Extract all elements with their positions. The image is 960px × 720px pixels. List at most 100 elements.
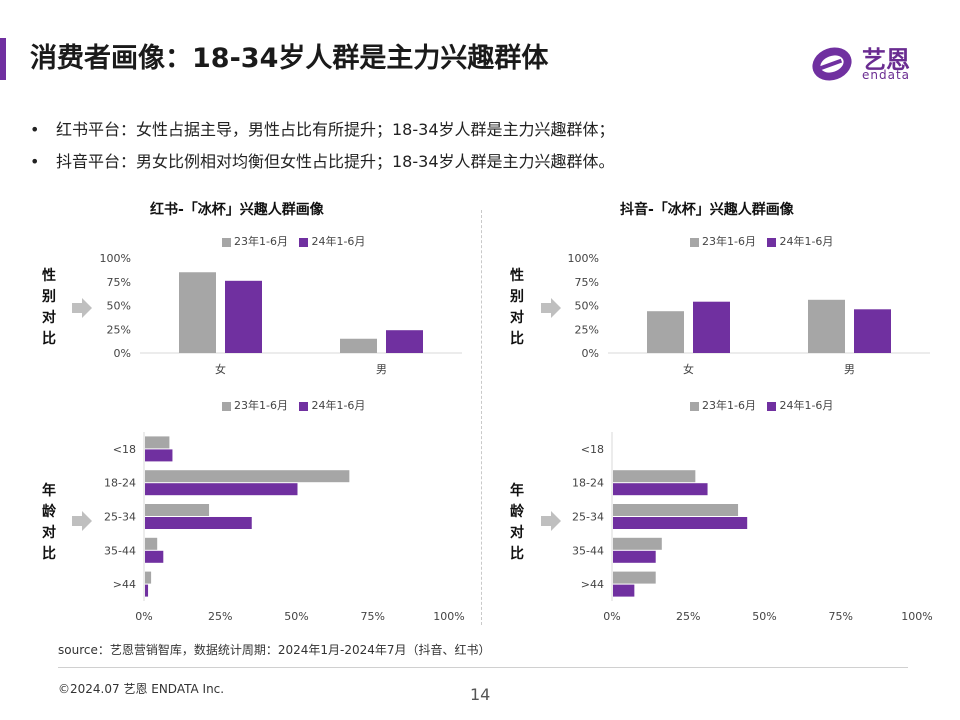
bar-25-34-24 <box>613 517 748 529</box>
bar->44-24 <box>613 584 635 597</box>
age-compare-label-right: 年龄对比 <box>510 483 524 562</box>
y-tick-label: 0% <box>114 347 131 360</box>
bar-25-34-24 <box>145 517 252 529</box>
gender-compare-label-left: 性别对比 <box>42 268 56 347</box>
age-compare-label-left: 年龄对比 <box>42 483 56 562</box>
legend-item-23: 23年1-6月 <box>690 399 756 412</box>
x-tick-label: 100% <box>433 610 464 623</box>
bullet-item: • 抖音平台：男女比例相对均衡但女性占比提升；18-34岁人群是主力兴趣群体。 <box>30 152 615 171</box>
y-tick-label: 75% <box>107 276 131 289</box>
bar-18-24-24 <box>613 483 708 496</box>
bullet-item: • 红书平台：女性占据主导，男性占比有所提升；18-34岁人群是主力兴趣群体； <box>30 120 615 139</box>
column-divider <box>481 210 482 625</box>
x-tick-label: 75% <box>361 610 385 623</box>
bar-35-44-24 <box>613 550 656 563</box>
legend-dy-age: 23年1-6月 24年1-6月 <box>690 397 841 413</box>
category-label: 男 <box>844 363 855 376</box>
category-label: 35-44 <box>572 544 604 557</box>
x-tick-label: 100% <box>901 610 932 623</box>
bar-25-34-23 <box>145 504 210 516</box>
y-tick-label: 0% <box>582 347 599 360</box>
legend-item-23: 23年1-6月 <box>690 235 756 248</box>
category-label: <18 <box>113 443 136 456</box>
bar-35-44-24 <box>145 550 164 563</box>
bar-女-23 <box>179 272 216 353</box>
source-note: source：艺恩营销智库，数据统计周期：2024年1月-2024年7月（抖音、… <box>58 643 491 657</box>
category-label: >44 <box>113 578 136 591</box>
x-tick-label: 50% <box>752 610 776 623</box>
legend-swatch-24 <box>299 237 309 247</box>
copyright: ©2024.07 艺恩 ENDATA Inc. <box>58 682 225 696</box>
category-label: 35-44 <box>104 544 136 557</box>
category-label: 女 <box>683 362 694 376</box>
legend-item-23: 23年1-6月 <box>222 399 288 412</box>
legend-swatch-24 <box>299 401 309 411</box>
summary-bullets: • 红书平台：女性占据主导，男性占比有所提升；18-34岁人群是主力兴趣群体； •… <box>30 116 615 180</box>
bar->44-23 <box>613 571 656 584</box>
bar-女-23 <box>647 311 684 353</box>
category-label: 25-34 <box>104 511 136 524</box>
legend-swatch-23 <box>690 237 699 247</box>
chart-title-xhs: 红书-「冰杯」兴趣人群画像 <box>150 202 324 218</box>
bar-<18-23 <box>145 436 170 449</box>
legend-swatch-23 <box>222 237 231 247</box>
bar-25-34-23 <box>613 504 739 516</box>
page-number: 14 <box>470 685 491 704</box>
endata-logo: 艺恩 endata <box>810 38 930 86</box>
x-tick-label: 25% <box>676 610 700 623</box>
bar->44-23 <box>145 571 152 584</box>
x-tick-label: 50% <box>284 610 308 623</box>
x-tick-label: 0% <box>603 610 620 623</box>
legend-swatch-24 <box>767 237 777 247</box>
category-label: 男 <box>376 363 387 376</box>
legend-dy-gender: 23年1-6月 24年1-6月 <box>690 233 841 249</box>
bar-<18-24 <box>145 449 173 462</box>
legend-swatch-24 <box>767 401 777 411</box>
gender-compare-label-right: 性别对比 <box>510 268 524 347</box>
legend-xhs-gender: 23年1-6月 24年1-6月 <box>222 233 373 249</box>
page-title: 消费者画像：18-34岁人群是主力兴趣群体 <box>30 43 549 74</box>
bar-35-44-23 <box>145 537 158 550</box>
x-tick-label: 0% <box>135 610 152 623</box>
bar-18-24-24 <box>145 483 298 496</box>
bullet-dot-icon: • <box>30 152 40 171</box>
y-tick-label: 25% <box>107 323 131 336</box>
legend-item-24: 24年1-6月 <box>767 399 833 412</box>
legend-swatch-23 <box>222 401 231 411</box>
bar->44-24 <box>145 584 149 597</box>
x-tick-label: 75% <box>829 610 853 623</box>
legend-swatch-23 <box>690 401 699 411</box>
bar-男-23 <box>340 338 377 353</box>
bar-18-24-23 <box>613 470 696 483</box>
chart-title-dy: 抖音-「冰杯」兴趣人群画像 <box>620 202 794 218</box>
category-label: >44 <box>581 578 604 591</box>
bar-35-44-23 <box>613 537 662 550</box>
logo-text-en: endata <box>862 68 911 82</box>
x-tick-label: 25% <box>208 610 232 623</box>
y-tick-label: 50% <box>575 300 599 313</box>
bar-18-24-23 <box>145 470 350 483</box>
y-tick-label: 75% <box>575 276 599 289</box>
bar-男-23 <box>808 299 845 353</box>
bar-女-24 <box>225 280 262 353</box>
footer-divider <box>58 667 908 668</box>
bar-男-24 <box>854 309 891 353</box>
endata-logo-mark <box>812 47 852 81</box>
logo-text-cn: 艺恩 <box>862 46 910 74</box>
y-tick-label: 25% <box>575 323 599 336</box>
category-label: 25-34 <box>572 511 604 524</box>
bar-男-24 <box>386 330 423 353</box>
legend-item-23: 23年1-6月 <box>222 235 288 248</box>
category-label: <18 <box>581 443 604 456</box>
title-accent-bar <box>0 38 6 80</box>
y-tick-label: 100% <box>100 252 131 265</box>
bullet-dot-icon: • <box>30 120 40 139</box>
legend-item-24: 24年1-6月 <box>767 235 833 248</box>
legend-item-24: 24年1-6月 <box>299 235 365 248</box>
category-label: 18-24 <box>572 477 604 490</box>
category-label: 女 <box>215 362 226 376</box>
legend-item-24: 24年1-6月 <box>299 399 365 412</box>
category-label: 18-24 <box>104 477 136 490</box>
bar-女-24 <box>693 301 730 353</box>
